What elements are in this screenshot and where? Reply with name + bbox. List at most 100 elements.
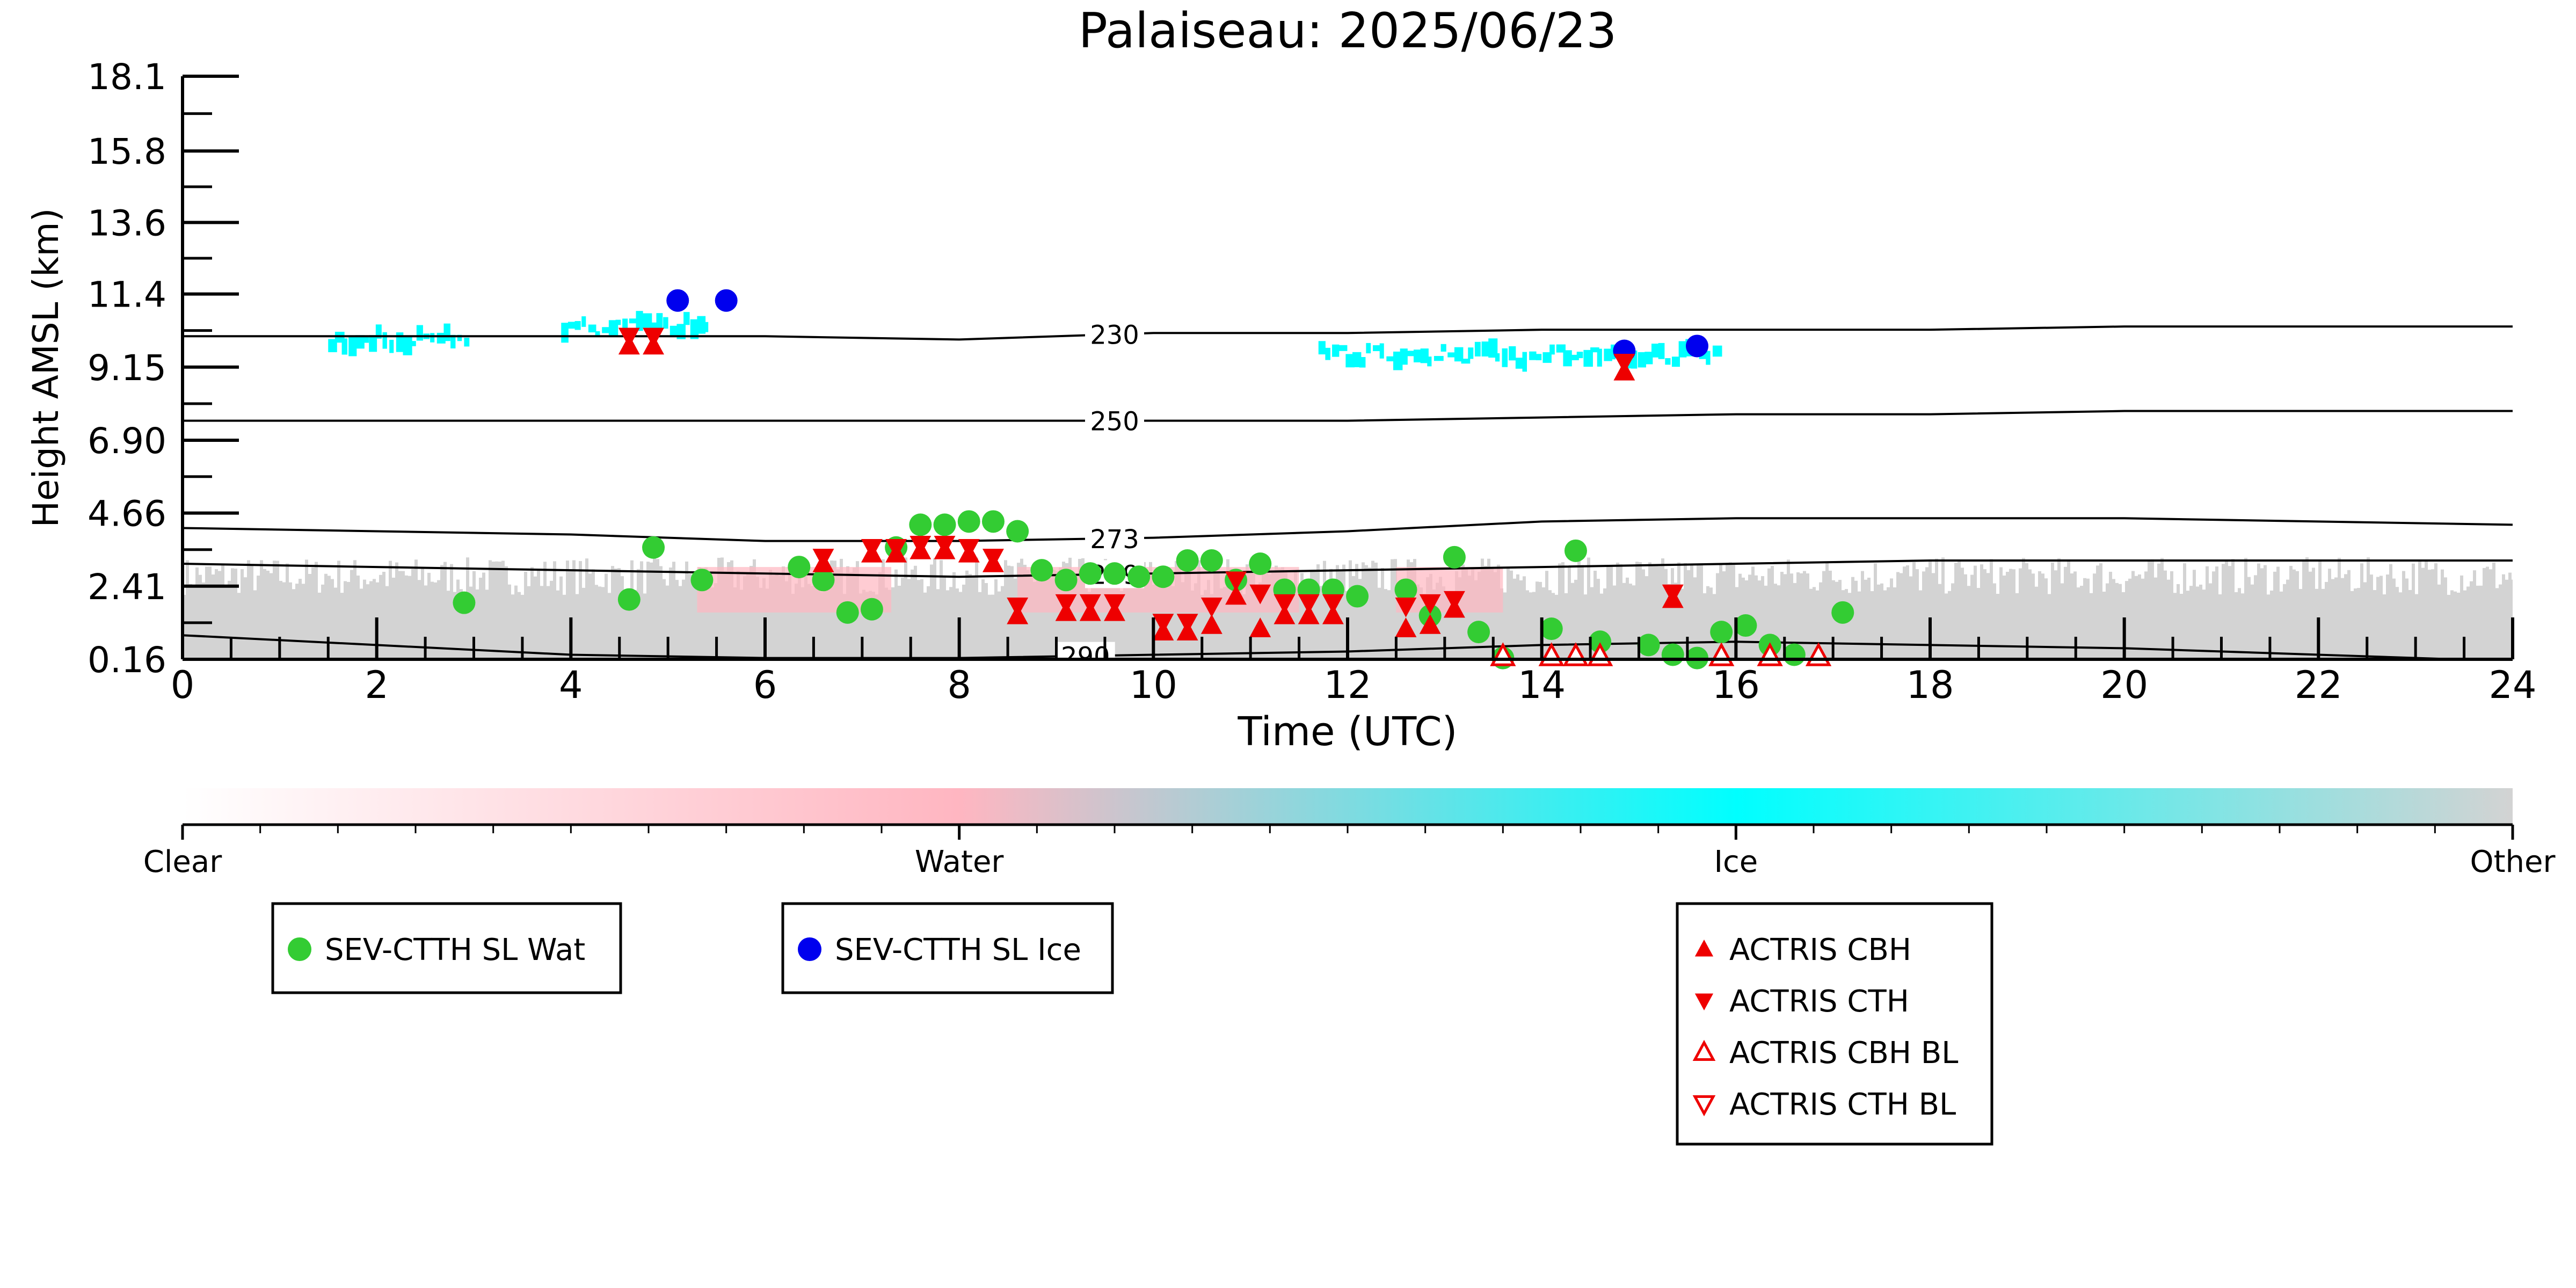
other-signal-column — [331, 579, 334, 659]
other-signal-column — [1056, 571, 1059, 659]
other-signal-column — [1252, 566, 1255, 659]
other-signal-column — [1097, 568, 1101, 659]
actris-cth-point — [1225, 571, 1247, 592]
other-signal-column — [569, 571, 572, 659]
other-signal-column — [2102, 592, 2106, 659]
other-signal-column — [795, 584, 798, 659]
other-signal-column — [2025, 563, 2028, 659]
other-signal-column — [363, 579, 366, 659]
other-signal-column — [1494, 572, 1497, 659]
other-signal-column — [2273, 571, 2276, 659]
other-signal-column — [1600, 593, 1603, 659]
y-tick-label: 0.16 — [88, 639, 166, 681]
other-signal-column — [1239, 571, 1242, 659]
other-signal-column — [2434, 563, 2437, 659]
other-signal-column — [1697, 565, 1700, 659]
other-signal-column — [1716, 573, 1719, 659]
other-signal-column — [1416, 584, 1420, 659]
other-signal-column — [1465, 567, 1468, 659]
actris-cth-point — [643, 328, 664, 348]
other-signal-column — [2222, 564, 2225, 659]
other-signal-column — [1626, 577, 1629, 659]
other-signal-column — [1242, 594, 1246, 659]
other-signal-column — [1919, 590, 1922, 659]
other-signal-column — [1004, 560, 1007, 659]
ice-cloud-pixel — [410, 341, 416, 346]
other-signal-column — [1030, 573, 1033, 659]
isotherm-273 — [183, 517, 2513, 542]
other-signal-column — [266, 570, 270, 659]
other-signal-column — [1803, 571, 1806, 659]
ice-cloud-pixel — [1712, 345, 1722, 357]
sev-ctth-sl-wat-point — [1346, 585, 1369, 608]
other-signal-column — [1146, 573, 1149, 659]
other-signal-column — [398, 571, 402, 659]
other-signal-column — [395, 562, 398, 659]
other-signal-column — [1922, 571, 1925, 659]
legend-marker — [1692, 1095, 1716, 1117]
other-signal-column — [1941, 557, 1945, 659]
other-signal-column — [392, 577, 395, 659]
other-signal-column — [1027, 570, 1030, 659]
actris-cbh-point — [1322, 604, 1344, 624]
other-signal-column — [469, 586, 472, 659]
other-signal-column — [353, 560, 356, 659]
other-signal-column — [617, 568, 621, 659]
other-signal-column — [653, 557, 656, 659]
other-signal-column — [1568, 566, 1571, 659]
other-signal-column — [1877, 584, 1880, 659]
other-signal-column — [237, 593, 241, 659]
ice-cloud-pixel — [1522, 352, 1527, 372]
other-signal-column — [1320, 586, 1323, 659]
y-tick-label: 2.41 — [88, 566, 166, 608]
other-signal-column — [2157, 563, 2160, 659]
other-signal-column — [2389, 564, 2392, 659]
other-signal-column — [1668, 584, 1671, 659]
other-signal-column — [2373, 590, 2376, 659]
other-signal-column — [637, 569, 640, 659]
other-signal-column — [2495, 588, 2499, 659]
other-signal-column — [537, 569, 540, 659]
other-signal-column — [414, 559, 418, 659]
x-tick-label: 6 — [753, 663, 777, 707]
other-signal-column — [289, 582, 292, 659]
x-tick-label: 4 — [559, 663, 583, 707]
other-signal-column — [811, 586, 814, 659]
other-signal-column — [286, 563, 289, 659]
other-signal-column — [688, 573, 692, 659]
other-signal-column — [1200, 594, 1204, 659]
other-signal-column — [672, 562, 675, 659]
other-signal-column — [2183, 563, 2186, 659]
other-signal-column — [2215, 566, 2218, 659]
other-signal-column — [2276, 566, 2280, 659]
other-signal-column — [482, 572, 485, 659]
other-signal-column — [389, 561, 392, 659]
other-signal-column — [505, 566, 508, 659]
other-signal-column — [2437, 584, 2441, 659]
other-signal-column — [276, 561, 279, 659]
other-signal-column — [1767, 568, 1771, 659]
other-signal-column — [1787, 559, 1790, 659]
legend-marker — [288, 937, 311, 961]
other-signal-column — [1929, 561, 1932, 659]
colorbar-gradient — [183, 788, 2513, 825]
other-signal-column — [981, 579, 985, 659]
other-signal-column — [1758, 580, 1761, 659]
ice-cloud-pixel — [1338, 345, 1348, 351]
sev-ctth-sl-wat-point — [617, 588, 641, 611]
other-signal-column — [1974, 565, 1977, 659]
isotherm-lines: 230250273279290 — [183, 320, 2513, 659]
other-signal-column — [2170, 571, 2173, 659]
other-signal-column — [775, 573, 778, 659]
actris-cth-point — [934, 535, 956, 556]
other-signal-column — [1352, 576, 1355, 659]
other-signal-column — [1639, 562, 1642, 659]
other-signal-column — [2054, 570, 2057, 659]
other-signal-column — [766, 588, 769, 659]
other-signal-column — [379, 574, 382, 659]
other-signal-column — [334, 587, 337, 659]
sev-ctth-sl-wat-point — [1710, 621, 1733, 644]
other-signal-column — [1613, 585, 1616, 659]
other-signal-column — [724, 571, 727, 659]
other-signal-column — [311, 567, 315, 659]
